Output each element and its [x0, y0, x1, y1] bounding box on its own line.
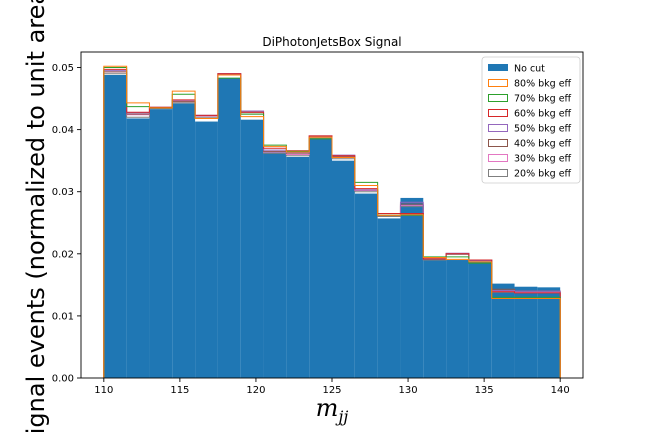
x-axis-label-main: m [316, 394, 339, 422]
legend-swatch [488, 109, 508, 117]
legend-swatch [488, 139, 508, 147]
x-tick-label: 115 [170, 385, 189, 396]
legend-swatch [488, 154, 508, 162]
legend-swatch [488, 169, 508, 177]
x-axis-label-subscript: jj [335, 407, 348, 426]
histogram-bar [172, 103, 196, 378]
legend-label: No cut [514, 64, 545, 75]
histogram-bar [126, 118, 150, 379]
y-tick-label: 0.05 [52, 63, 74, 74]
bars-layer [103, 74, 561, 379]
histogram-bar [377, 218, 401, 378]
histogram-bar [309, 138, 332, 378]
x-tick-label: 110 [94, 385, 113, 396]
legend-frame [481, 56, 581, 184]
histogram-bar [286, 156, 310, 378]
histogram-bar [217, 78, 241, 378]
x-tick-label: 140 [551, 385, 570, 396]
legend-swatch [488, 124, 508, 132]
histogram-bar [423, 260, 447, 378]
y-tick-label: 0.04 [52, 125, 74, 136]
legend-label: 50% bkg eff [514, 124, 572, 135]
legend-label: 40% bkg eff [514, 139, 572, 150]
legend-label: 30% bkg eff [514, 154, 572, 165]
histogram-bar [103, 74, 127, 379]
x-tick-label: 135 [475, 385, 494, 396]
histogram-bar [332, 160, 355, 378]
legend-label: 70% bkg eff [514, 94, 572, 105]
legend-label: 80% bkg eff [514, 79, 572, 90]
step-outline [103, 65, 561, 378]
y-tick-label: 0.03 [52, 187, 74, 198]
legend-swatch [488, 94, 508, 102]
histogram-bar [446, 260, 469, 378]
histogram-bar [468, 261, 492, 378]
legend: No cut 80% bkg eff 70% bkg eff 60% bkg eff 5… [481, 56, 581, 184]
y-tick-label: 0.02 [52, 249, 74, 260]
legend-label: 60% bkg eff [514, 109, 572, 120]
histogram-bar [263, 152, 287, 378]
y-tick-label: 0.00 [52, 374, 74, 385]
y-axis-label: Signal events (normalized to unit area) [22, 0, 50, 432]
x-axis-label: mjj [316, 394, 349, 426]
legend-label: 20% bkg eff [514, 169, 572, 180]
steps-layer [103, 65, 561, 378]
histogram-bar [149, 109, 173, 378]
histogram-bar [354, 193, 378, 378]
histogram-bar [195, 121, 218, 379]
y-tick-label: 0.01 [52, 311, 74, 322]
legend-swatch [488, 64, 508, 71]
axes-layer: 110 115 120 125 130 135 140 0.00 0.01 0.02 0.03 0.0… [52, 51, 584, 396]
x-tick-label: 130 [399, 385, 418, 396]
x-tick-label: 120 [246, 385, 265, 396]
histogram-bar [537, 287, 561, 378]
histogram-bar [491, 283, 515, 378]
histogram-bar [400, 197, 424, 378]
histogram-bar [240, 119, 264, 378]
histogram-bar [514, 286, 538, 378]
legend-swatch [488, 79, 508, 87]
x-tick-label: 125 [322, 385, 341, 396]
chart-title: DiPhotonJetsBox Signal [262, 35, 401, 49]
